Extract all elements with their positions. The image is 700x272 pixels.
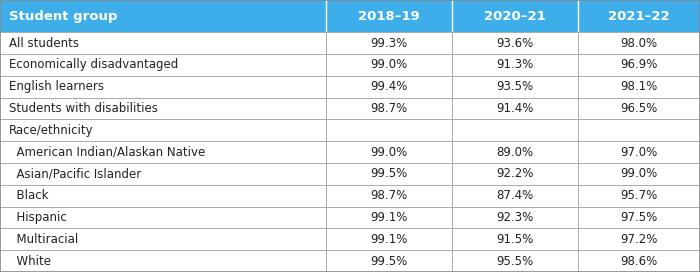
Bar <box>0 250 700 272</box>
Text: 99.3%: 99.3% <box>370 36 407 50</box>
Text: 99.0%: 99.0% <box>370 146 407 159</box>
Text: 97.5%: 97.5% <box>620 211 657 224</box>
Bar <box>0 141 700 163</box>
Text: 2018–19: 2018–19 <box>358 10 419 23</box>
Text: 99.0%: 99.0% <box>620 167 657 180</box>
Text: White: White <box>9 255 51 268</box>
Text: 99.1%: 99.1% <box>370 211 407 224</box>
Text: 92.3%: 92.3% <box>496 211 533 224</box>
Text: 97.0%: 97.0% <box>620 146 657 159</box>
Bar <box>0 119 700 141</box>
Text: 89.0%: 89.0% <box>496 146 533 159</box>
Text: All students: All students <box>9 36 79 50</box>
Text: 95.5%: 95.5% <box>496 255 533 268</box>
Text: 98.1%: 98.1% <box>620 80 657 93</box>
Text: English learners: English learners <box>9 80 104 93</box>
Text: 87.4%: 87.4% <box>496 189 533 202</box>
Text: 99.4%: 99.4% <box>370 80 407 93</box>
Text: 92.2%: 92.2% <box>496 167 533 180</box>
Text: 99.5%: 99.5% <box>370 255 407 268</box>
Text: Student group: Student group <box>9 10 118 23</box>
Bar <box>0 228 700 250</box>
Text: 96.9%: 96.9% <box>620 58 657 71</box>
Text: Students with disabilities: Students with disabilities <box>9 102 158 115</box>
Bar <box>0 98 700 119</box>
Text: 91.5%: 91.5% <box>496 233 533 246</box>
Bar <box>0 76 700 98</box>
Bar <box>0 32 700 54</box>
Bar <box>0 206 700 228</box>
Text: Multiracial: Multiracial <box>9 233 78 246</box>
Text: 98.6%: 98.6% <box>620 255 657 268</box>
Text: 98.7%: 98.7% <box>370 102 407 115</box>
Bar <box>0 54 700 76</box>
Text: Asian/Pacific Islander: Asian/Pacific Islander <box>9 167 141 180</box>
Text: Economically disadvantaged: Economically disadvantaged <box>9 58 178 71</box>
Text: 93.5%: 93.5% <box>496 80 533 93</box>
Text: 99.0%: 99.0% <box>370 58 407 71</box>
Text: 99.1%: 99.1% <box>370 233 407 246</box>
Text: 98.7%: 98.7% <box>370 189 407 202</box>
Text: Black: Black <box>9 189 48 202</box>
Text: Race/ethnicity: Race/ethnicity <box>9 124 94 137</box>
Bar <box>0 163 700 185</box>
Text: 98.0%: 98.0% <box>620 36 657 50</box>
Text: 99.5%: 99.5% <box>370 167 407 180</box>
Bar <box>0 185 700 206</box>
Text: 91.4%: 91.4% <box>496 102 533 115</box>
Text: 96.5%: 96.5% <box>620 102 657 115</box>
Text: 95.7%: 95.7% <box>620 189 657 202</box>
Text: Hispanic: Hispanic <box>9 211 66 224</box>
Text: 2021–22: 2021–22 <box>608 10 670 23</box>
Text: 91.3%: 91.3% <box>496 58 533 71</box>
Bar <box>0 0 700 32</box>
Text: American Indian/Alaskan Native: American Indian/Alaskan Native <box>9 146 205 159</box>
Text: 97.2%: 97.2% <box>620 233 657 246</box>
Text: 93.6%: 93.6% <box>496 36 533 50</box>
Text: 2020–21: 2020–21 <box>484 10 545 23</box>
